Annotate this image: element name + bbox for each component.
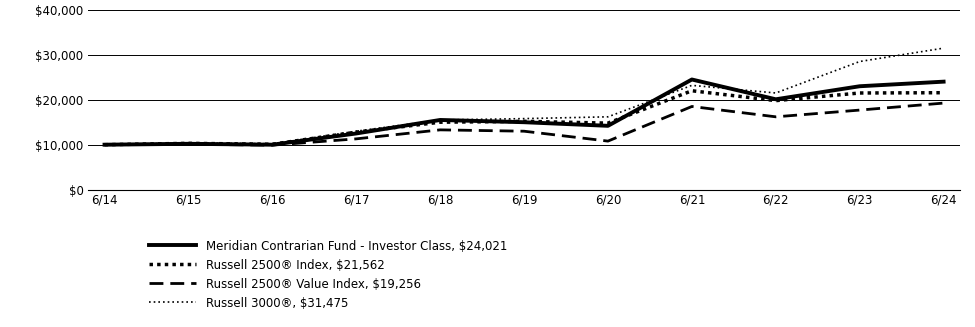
Legend: Meridian Contrarian Fund - Investor Class, $24,021, Russell 2500® Index, $21,562: Meridian Contrarian Fund - Investor Clas… bbox=[149, 240, 507, 310]
